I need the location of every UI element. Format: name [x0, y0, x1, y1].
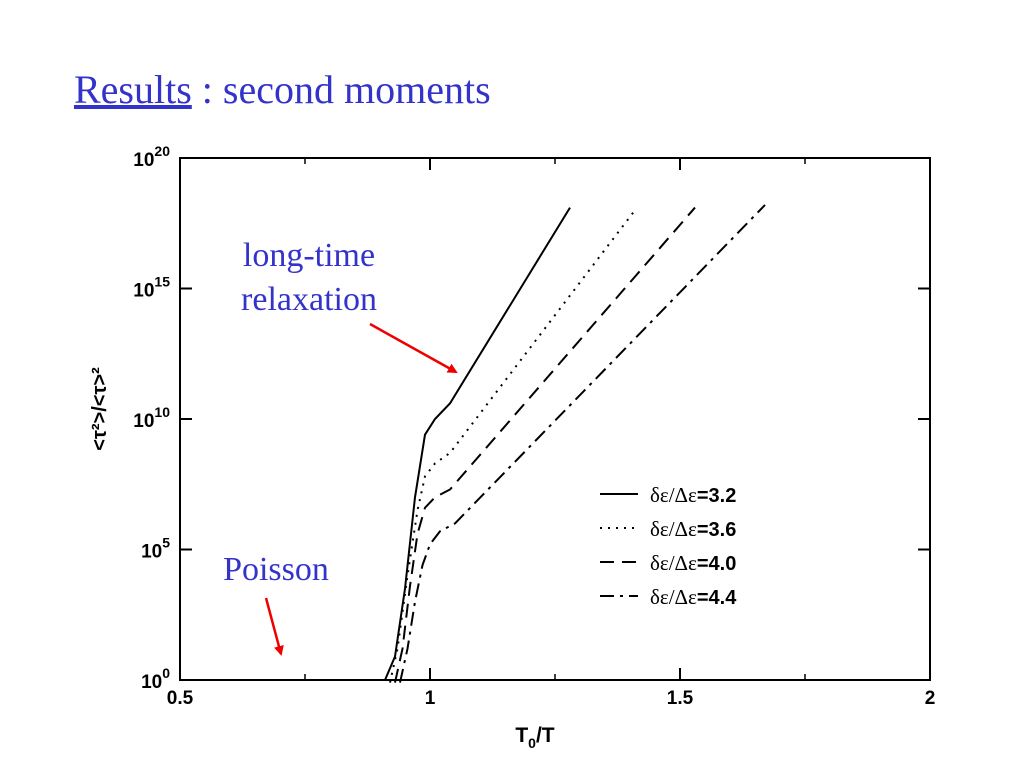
long-time-label-line2: relaxation	[241, 281, 377, 318]
x-tick-label: 0.5	[167, 688, 194, 709]
slide-title-rest: : second moments	[191, 67, 491, 112]
series-line-3	[394, 206, 696, 683]
long-time-annotation: long-time relaxation	[214, 234, 404, 322]
y-tick-label: 1020	[133, 143, 170, 171]
y-axis-label: <τ²>/<τ>²	[89, 367, 111, 451]
legend-label-3: δε/Δε=4.0	[650, 551, 736, 575]
y-tick-label: 100	[141, 665, 170, 693]
x-axis-label: T0/T	[515, 724, 554, 751]
series-line-2	[389, 209, 636, 683]
y-tick-label: 105	[141, 535, 170, 563]
annotation-arrows	[264, 322, 458, 656]
long-time-label-line1: long-time	[242, 237, 376, 274]
x-tick-label: 2	[925, 688, 936, 709]
slide-title: Results : second moments	[74, 66, 491, 113]
legend-label-2: δε/Δε=3.6	[650, 517, 736, 541]
x-tick-label: 1	[425, 688, 436, 709]
poisson-arrow	[264, 597, 284, 656]
y-tick-label: 1015	[133, 274, 170, 302]
x-tick-label: 1.5	[667, 688, 694, 709]
results-link[interactable]: Results	[74, 67, 192, 112]
series-line-4	[399, 204, 766, 683]
legend-label-1: δε/Δε=3.2	[650, 483, 736, 507]
plot-marks	[240, 204, 766, 683]
legend: δε/Δε=3.2 δε/Δε=3.6 δε/Δε=4.0 δε/Δε=4.4	[600, 483, 737, 609]
poisson-annotation: Poisson	[223, 551, 329, 588]
legend-label-4: δε/Δε=4.4	[650, 585, 737, 609]
y-tick-label: 1010	[133, 404, 170, 432]
plot-axes: 0.5 1 1.5 2 100 105 1010 1015 1020 T0/T <τ²>/<τ>²	[89, 143, 935, 751]
long-time-arrow	[369, 322, 458, 374]
series-line-1	[240, 207, 571, 681]
